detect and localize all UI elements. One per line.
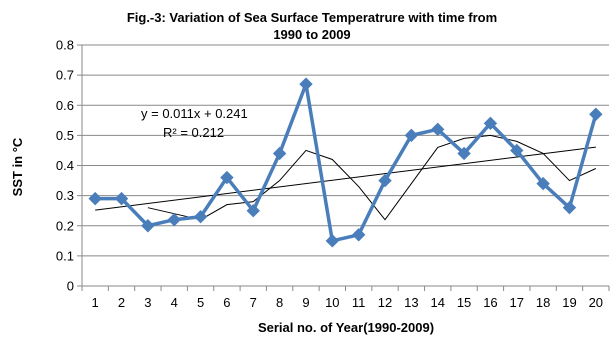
sst-data-point xyxy=(510,143,524,158)
gridlines xyxy=(82,44,609,257)
sst-data-point xyxy=(114,191,129,206)
y-tick-label: 0.6 xyxy=(56,98,74,113)
series-layer xyxy=(88,77,603,248)
y-tick-label: 0.4 xyxy=(56,158,74,173)
y-tick-label: 0 xyxy=(67,279,74,294)
x-tick-label: 19 xyxy=(562,295,576,310)
y-tick-label: 0.7 xyxy=(56,68,74,83)
sst-data-point xyxy=(246,203,260,218)
y-tick-label: 0.2 xyxy=(56,218,74,233)
x-tick-label: 3 xyxy=(144,295,151,310)
x-tick-label: 7 xyxy=(250,295,257,310)
x-tick-label: 6 xyxy=(223,295,230,310)
x-tick-label: 16 xyxy=(483,295,497,310)
sst-data-point xyxy=(325,234,340,248)
sst-data-point xyxy=(351,228,366,242)
y-axis-label: SST in °C xyxy=(10,137,25,196)
x-tick-label: 2 xyxy=(118,295,125,310)
y-tick-label: 0.3 xyxy=(56,188,74,203)
sst-data-point xyxy=(457,146,471,161)
trendline-equation: y = 0.011x + 0.241 xyxy=(141,106,248,121)
x-tick-label: 4 xyxy=(171,295,178,310)
x-tick-label: 15 xyxy=(457,295,471,310)
sst-data-point xyxy=(483,116,498,131)
x-tick-label: 17 xyxy=(510,295,524,310)
x-tick-label: 11 xyxy=(352,295,366,310)
x-tick-label: 12 xyxy=(378,295,392,310)
sst-data-point xyxy=(404,128,419,143)
sst-data-point xyxy=(299,77,313,91)
y-tick-label: 0.1 xyxy=(56,248,74,263)
sst-data-point xyxy=(431,122,445,137)
trendline-r-squared: R² = 0.212 xyxy=(163,125,224,140)
sst-data-point xyxy=(562,200,577,215)
x-tick-label: 13 xyxy=(404,295,418,310)
x-tick-label: 9 xyxy=(302,295,309,310)
sst-data-point xyxy=(536,176,550,191)
sst-data-point xyxy=(167,213,181,227)
chart-title-line-2: 1990 to 2009 xyxy=(273,27,350,42)
sst-data-point xyxy=(589,107,603,121)
sst-data-point xyxy=(378,173,392,188)
axes: 00.10.20.30.40.50.60.70.81 2 3 4 5 6 7 8 9 10 11 12… xyxy=(56,38,610,310)
sst-data-point xyxy=(88,191,102,206)
x-tick-label: 20 xyxy=(589,295,603,310)
sst-data-point xyxy=(141,219,155,233)
x-axis-label: Serial no. of Year(1990-2009) xyxy=(258,320,434,335)
moving-average-line xyxy=(147,134,597,221)
x-tick-label: 5 xyxy=(197,295,204,310)
x-tick-label: 18 xyxy=(536,295,550,310)
x-tick-label: 14 xyxy=(430,295,444,310)
y-tick-label: 0.5 xyxy=(56,128,74,143)
x-tick-label: 8 xyxy=(276,295,283,310)
sst-data-point xyxy=(220,170,234,185)
sst-data-point xyxy=(193,210,208,224)
y-tick-label: 0.8 xyxy=(56,38,74,53)
sst-data-point xyxy=(272,146,287,161)
chart-title-line-1: Fig.-3: Variation of Sea Surface Tempera… xyxy=(127,10,497,25)
x-tick-label: 1 xyxy=(92,295,99,310)
x-tick-label: 10 xyxy=(325,295,339,310)
linear-trendline xyxy=(95,146,596,211)
